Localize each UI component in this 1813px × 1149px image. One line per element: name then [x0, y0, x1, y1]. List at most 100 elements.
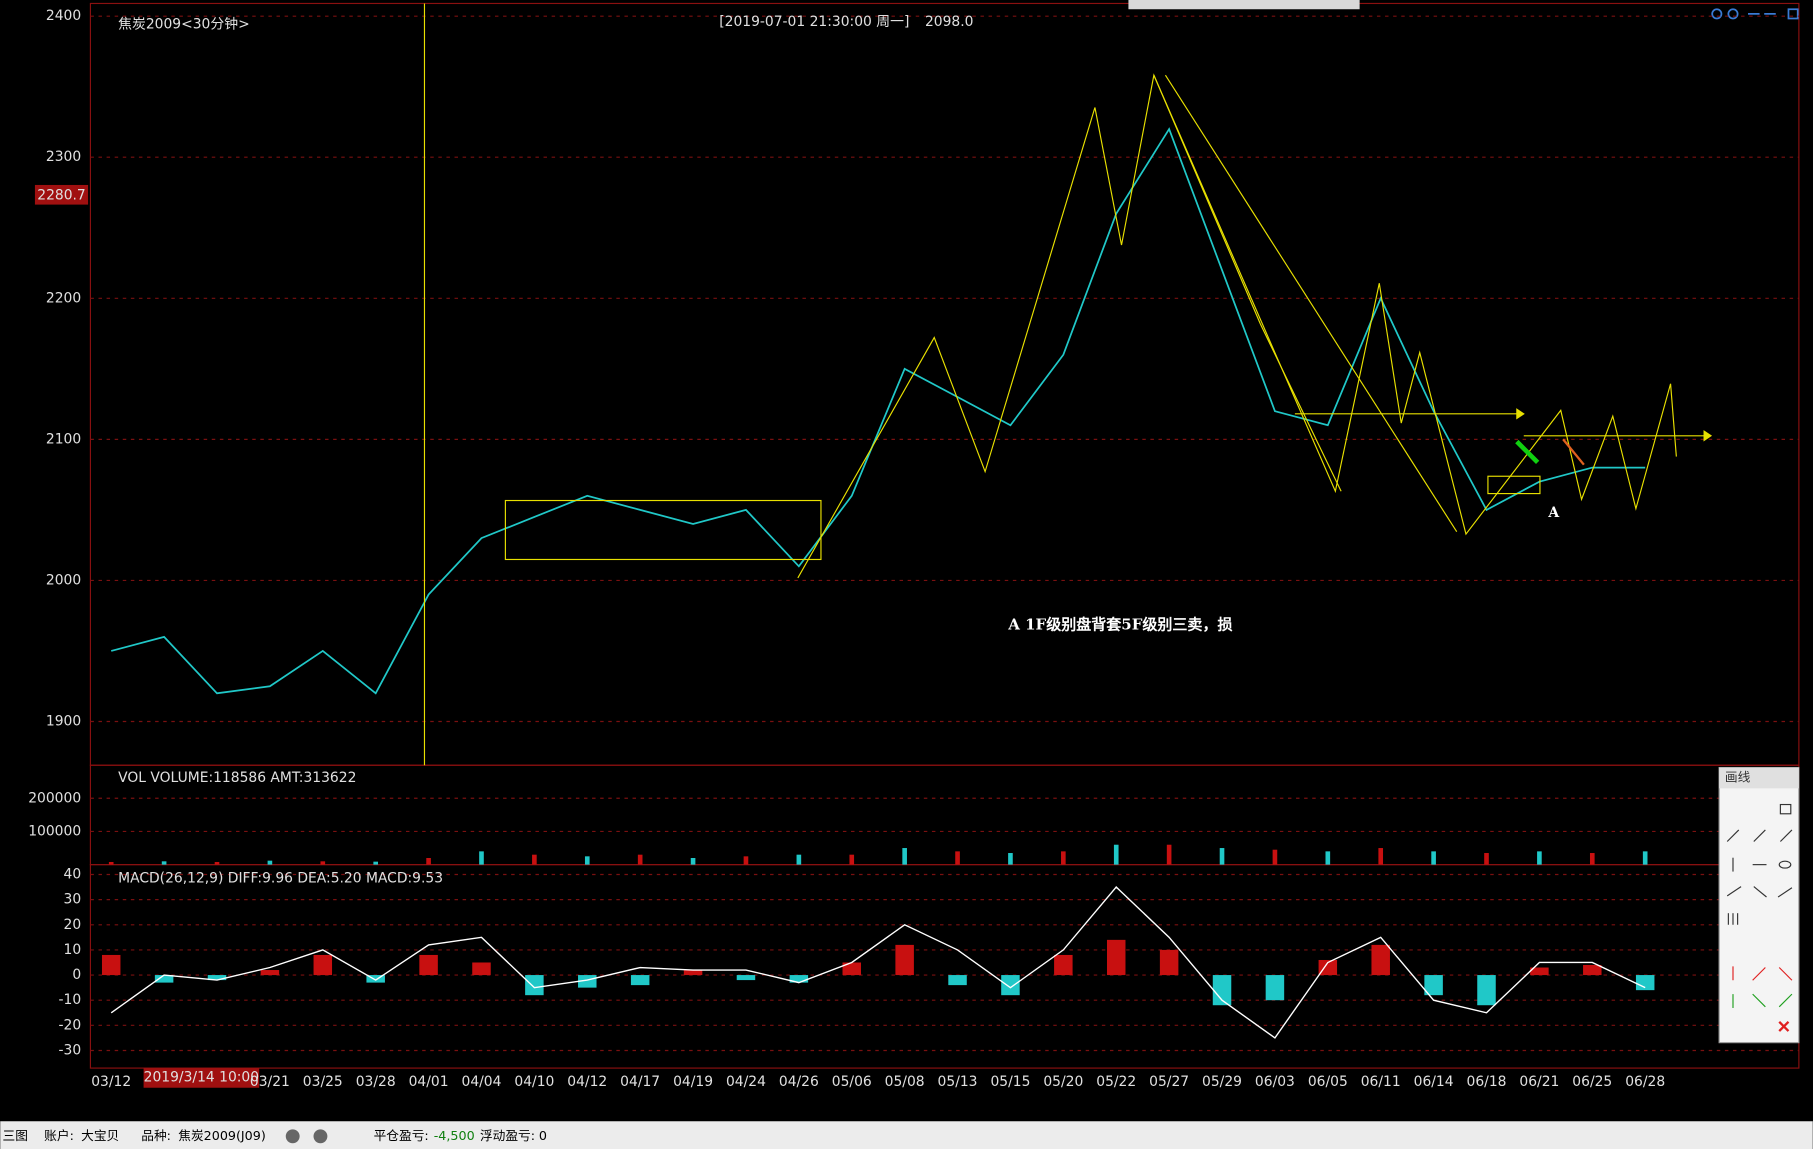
macd-bar	[1159, 949, 1179, 976]
macd-bar	[1054, 954, 1073, 976]
x-tick-label: 04/01	[409, 1074, 449, 1090]
cursor-label-bg	[143, 1068, 260, 1088]
macd-bar	[1530, 967, 1549, 976]
volume-bar	[1272, 849, 1278, 865]
macd-bar	[1265, 975, 1285, 1001]
macd-bar	[789, 975, 809, 983]
tab-strip[interactable]	[1128, 0, 1360, 10]
x-tick-label: 03/12	[91, 1074, 131, 1090]
macd-bar	[1106, 939, 1126, 976]
volume-bar	[902, 848, 907, 865]
macd-bar	[683, 970, 703, 976]
x-tick-label: 03/25	[303, 1074, 343, 1090]
drawn-lines	[504, 73, 1713, 579]
volume-bar	[1378, 848, 1384, 865]
macd-bar	[525, 975, 544, 996]
y-tick-label: 0	[72, 967, 81, 983]
x-tick-label: 06/03	[1255, 1074, 1295, 1090]
volume-bar	[426, 858, 431, 865]
diff-line	[110, 886, 1646, 1039]
volume-bar	[1431, 851, 1436, 865]
status-item[interactable]: 大宝贝	[81, 1128, 119, 1143]
status-item: 浮动盈亏:	[480, 1128, 535, 1143]
macd-bar	[1371, 944, 1390, 976]
y-tick-label: 2400	[46, 8, 81, 24]
y-tick-label: -30	[59, 1042, 82, 1058]
macd-bar	[101, 954, 121, 976]
volume-bar	[584, 856, 590, 865]
y-tick-label: 2300	[46, 149, 81, 165]
volume-title: VOL VOLUME:118586 AMT:313622	[118, 770, 356, 786]
minus-button[interactable]	[285, 1129, 300, 1144]
y-tick-label: 1900	[46, 713, 81, 729]
x-tick-label: 04/10	[514, 1074, 554, 1090]
status-item: 品种:	[141, 1128, 171, 1143]
x-tick-label: 05/08	[885, 1074, 925, 1090]
status-item[interactable]: 三图	[3, 1128, 28, 1143]
volume-bar	[955, 851, 960, 865]
macd-bar	[578, 975, 597, 988]
macd-title: MACD(26,12,9) DIFF:9.96 DEA:5.20 MACD:9.…	[118, 871, 443, 887]
macd-bar	[736, 975, 756, 981]
annotation: A 1F级别盘背套5F级别三卖，损	[1007, 615, 1232, 633]
macd-bar	[1583, 965, 1602, 976]
datetime: [2019-07-01 21:30:00 周一]	[719, 14, 909, 30]
y-tick-label: -20	[59, 1017, 82, 1033]
macd-bar	[1318, 959, 1338, 976]
plus-button[interactable]	[313, 1129, 328, 1144]
annotation-a: A	[1547, 505, 1559, 521]
x-tick-label: 06/21	[1519, 1074, 1559, 1090]
volume-bar	[743, 856, 749, 865]
x-tick-label: 04/19	[673, 1074, 713, 1090]
volume-bar	[849, 854, 855, 865]
volume-bar	[1537, 851, 1542, 865]
macd-bar	[419, 954, 438, 976]
x-tick-label: 04/04	[462, 1074, 502, 1090]
status-item: 账户:	[44, 1128, 74, 1143]
macd-bar	[472, 962, 491, 976]
price: 2098.0	[925, 14, 973, 30]
status-item[interactable]: 焦炭2009(J09)	[178, 1128, 266, 1143]
volume-bar	[214, 861, 220, 865]
x-tick-label: 05/22	[1096, 1074, 1136, 1090]
status-bar: 三图 账户: 大宝贝 品种: 焦炭2009(J09) 平仓盈亏: -4,500 …	[0, 1121, 1813, 1149]
macd-bar	[842, 962, 862, 976]
volume-bar	[796, 854, 802, 865]
status-value: -4,500	[434, 1128, 475, 1143]
y-tick-label: -10	[59, 992, 82, 1008]
macd-bar	[207, 975, 227, 981]
volume-bar	[1166, 844, 1172, 865]
volume-bar	[161, 861, 167, 865]
macd-bar	[1635, 975, 1655, 991]
x-tick-label: 04/12	[567, 1074, 607, 1090]
x-tick-label: 06/28	[1625, 1074, 1665, 1090]
volume-bar	[1061, 851, 1066, 865]
volume-bar	[1219, 848, 1225, 865]
macd-bar	[313, 954, 333, 976]
zoom-icons[interactable]	[1711, 8, 1799, 20]
volume-bar	[267, 860, 273, 865]
x-tick-label: 06/05	[1308, 1074, 1348, 1090]
instrument-title: 焦炭2009<30分钟>	[118, 15, 250, 32]
macd-bar	[1001, 975, 1020, 996]
x-tick-label: 05/06	[832, 1074, 872, 1090]
y-tick-label: 2000	[46, 572, 81, 588]
x-tick-label: 06/25	[1572, 1074, 1612, 1090]
x-tick-label: 05/13	[938, 1074, 978, 1090]
macd-bar	[1212, 975, 1232, 1006]
volume-bar	[1589, 853, 1595, 865]
y-tick-label: 200000	[28, 790, 81, 806]
orange-arrow	[1562, 438, 1585, 466]
x-tick-label: 04/17	[620, 1074, 660, 1090]
toolbar-title: 画线	[1725, 769, 1751, 784]
x-tick-label: 05/20	[1043, 1074, 1083, 1090]
volume-bar	[1113, 844, 1119, 865]
y-tick-label: 10	[64, 942, 82, 958]
volume-bar	[373, 861, 379, 865]
volume-bar	[479, 851, 484, 865]
macd-bar	[260, 970, 280, 976]
volume-bar	[1325, 851, 1331, 865]
draw-toolbar[interactable]: 画线	[1718, 766, 1800, 1044]
price-tag-bg	[34, 184, 89, 205]
